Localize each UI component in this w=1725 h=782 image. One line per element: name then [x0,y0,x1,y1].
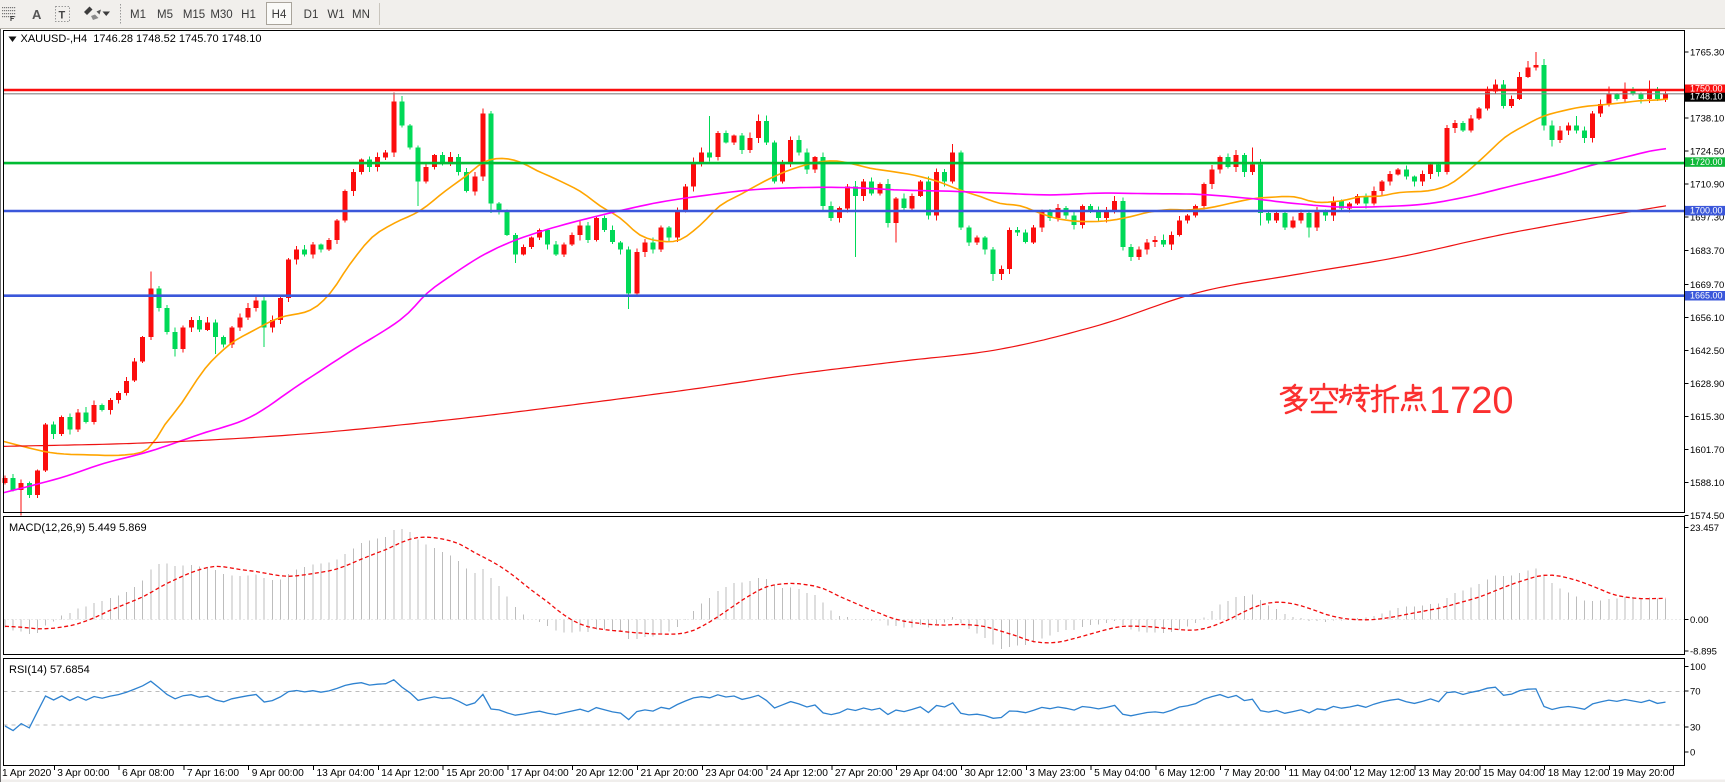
svg-text:1748.10: 1748.10 [1690,92,1723,102]
svg-text:30: 30 [1690,723,1701,734]
svg-text:T: T [59,10,66,22]
svg-text:3 May 23:00: 3 May 23:00 [1029,768,1085,779]
svg-text:13 Apr 04:00: 13 Apr 04:00 [317,768,375,779]
svg-text:1765.30: 1765.30 [1690,48,1724,59]
svg-text:A: A [32,7,42,22]
svg-text:1724.50: 1724.50 [1690,147,1724,158]
svg-text:H4: H4 [272,9,287,21]
svg-text:11 May 04:00: 11 May 04:00 [1289,768,1350,779]
svg-text:6 Apr 08:00: 6 Apr 08:00 [122,768,174,779]
svg-text:MACD(12,26,9) 5.449 5.869: MACD(12,26,9) 5.449 5.869 [9,522,147,534]
svg-text:1615.30: 1615.30 [1690,412,1724,423]
svg-text:1738.10: 1738.10 [1690,114,1724,125]
svg-text:1656.10: 1656.10 [1690,313,1724,324]
svg-text:RSI(14) 57.6854: RSI(14) 57.6854 [9,664,90,676]
svg-text:13 May 20:00: 13 May 20:00 [1418,768,1480,779]
svg-text:6 May 12:00: 6 May 12:00 [1159,768,1215,779]
svg-text:7 Apr 16:00: 7 Apr 16:00 [187,768,239,779]
svg-text:1720.00: 1720.00 [1690,157,1723,167]
svg-text:12 May 12:00: 12 May 12:00 [1353,768,1415,779]
svg-text:23 Apr 04:00: 23 Apr 04:00 [705,768,763,779]
svg-text:1700.00: 1700.00 [1690,205,1723,215]
svg-text:1750.00: 1750.00 [1690,84,1723,94]
svg-text:5 May 04:00: 5 May 04:00 [1094,768,1150,779]
svg-text:1601.70: 1601.70 [1690,445,1724,456]
svg-text:1683.70: 1683.70 [1690,246,1724,257]
svg-text:M1: M1 [130,9,146,21]
svg-text:15 May 04:00: 15 May 04:00 [1483,768,1545,779]
svg-text:1669.70: 1669.70 [1690,280,1724,291]
svg-text:-8.895: -8.895 [1690,647,1717,658]
svg-text:100: 100 [1690,662,1706,673]
svg-text:M15: M15 [183,9,205,21]
svg-text:18 May 12:00: 18 May 12:00 [1548,768,1610,779]
svg-text:7 May 20:00: 7 May 20:00 [1224,768,1280,779]
svg-text:19 May 20:00: 19 May 20:00 [1613,768,1675,779]
svg-text:1665.00: 1665.00 [1690,291,1723,301]
svg-text:1574.50: 1574.50 [1690,511,1724,522]
svg-text:14 Apr 12:00: 14 Apr 12:00 [381,768,439,779]
svg-text:29 Apr 04:00: 29 Apr 04:00 [900,768,958,779]
svg-text:0: 0 [1690,748,1695,759]
svg-text:1720: 1720 [1429,380,1514,422]
svg-text:F: F [10,16,15,23]
svg-text:17 Apr 04:00: 17 Apr 04:00 [511,768,569,779]
svg-text:21 Apr 20:00: 21 Apr 20:00 [641,768,699,779]
svg-text:W1: W1 [327,9,344,21]
svg-text:1628.90: 1628.90 [1690,379,1724,390]
svg-text:H1: H1 [241,9,256,21]
svg-text:27 Apr 20:00: 27 Apr 20:00 [835,768,893,779]
svg-text:0.00: 0.00 [1690,615,1709,626]
svg-text:30 Apr 12:00: 30 Apr 12:00 [965,768,1023,779]
svg-text:23.457: 23.457 [1690,523,1719,534]
svg-text:M30: M30 [210,9,232,21]
svg-text:15 Apr 20:00: 15 Apr 20:00 [446,768,504,779]
svg-text:D1: D1 [304,9,319,21]
svg-text:20 Apr 12:00: 20 Apr 12:00 [576,768,634,779]
svg-text:XAUUSD-,H4 1746.28 1748.52 17: XAUUSD-,H4 1746.28 1748.52 1745.70 1748.… [21,33,262,45]
svg-text:1588.10: 1588.10 [1690,478,1724,489]
svg-text:9 Apr 00:00: 9 Apr 00:00 [252,768,304,779]
svg-text:MN: MN [352,9,370,21]
svg-text:1710.90: 1710.90 [1690,180,1724,191]
svg-text:1697.30: 1697.30 [1690,213,1724,224]
svg-text:24 Apr 12:00: 24 Apr 12:00 [770,768,828,779]
svg-text:1 Apr 2020: 1 Apr 2020 [2,768,52,779]
svg-text:3 Apr 00:00: 3 Apr 00:00 [57,768,109,779]
svg-text:M5: M5 [157,9,173,21]
svg-text:1642.50: 1642.50 [1690,346,1724,357]
svg-text:70: 70 [1690,687,1701,698]
